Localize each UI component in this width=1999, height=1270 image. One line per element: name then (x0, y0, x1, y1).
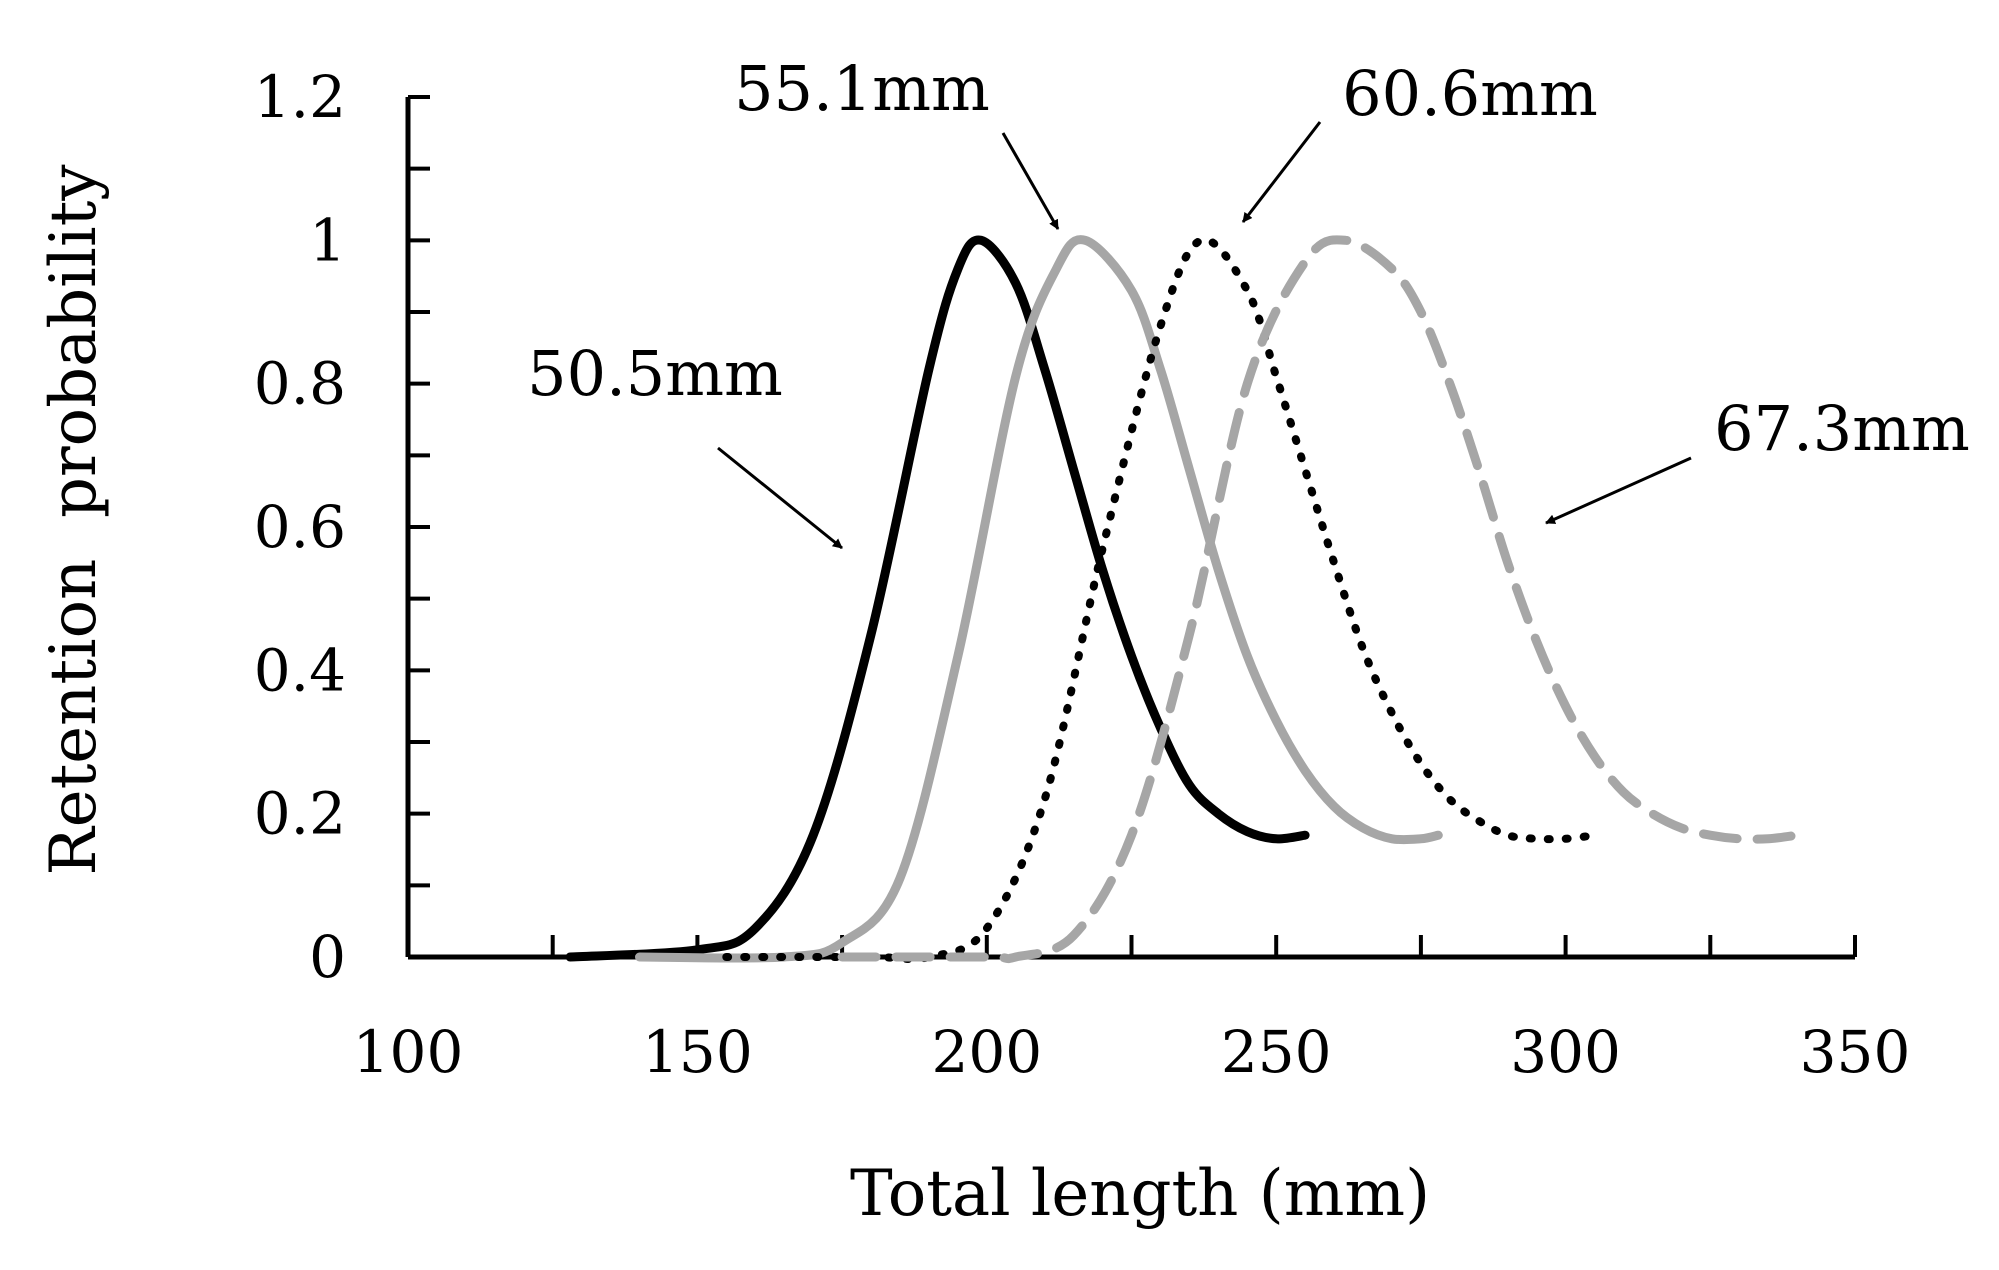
x-tick-label: 250 (1221, 1018, 1332, 1086)
series-line-1 (565, 235, 1310, 962)
x-tick-label: 300 (1510, 1018, 1621, 1086)
y-tick-label: 0.6 (254, 493, 346, 561)
y-tick-label: 0.8 (254, 350, 346, 418)
x-tick-label: 100 (353, 1018, 464, 1086)
y-tick-label: 0 (309, 923, 346, 991)
y-tick-label: 1 (309, 206, 346, 274)
series-label-4: 67.3mm (1714, 392, 1970, 465)
series-line-2 (635, 235, 1443, 963)
annotation-arrow-2 (1001, 132, 1060, 230)
x-tick-label: 150 (642, 1018, 753, 1086)
x-axis-title: Total length (mm) (850, 1157, 1430, 1231)
y-tick-label: 0.4 (254, 636, 346, 704)
y-axis-title: Retention probability (37, 165, 111, 876)
x-tick-label: 200 (931, 1018, 1042, 1086)
annotation-arrow-3 (1241, 121, 1322, 223)
axes: 0 0.2 0.4 0.6 0.8 1 1.2 100 150 200 250 300 350 (254, 63, 1911, 1086)
series-label-3: 60.6mm (1342, 57, 1598, 130)
y-tick-label: 1.2 (254, 63, 346, 131)
annotation-arrow-1 (717, 446, 843, 550)
series-layer (565, 235, 1802, 964)
annotation-arrow-4 (1545, 456, 1692, 525)
series-label-2: 55.1mm (734, 52, 990, 125)
series-line-3 (722, 235, 1599, 964)
series-line-4 (837, 235, 1802, 964)
y-tick-label: 0.2 (254, 780, 346, 848)
series-label-1: 50.5mm (527, 337, 783, 410)
x-tick-label: 350 (1800, 1018, 1911, 1086)
annotation-layer: 50.5mm 55.1mm 60.6mm 67.3mm (527, 52, 1970, 550)
